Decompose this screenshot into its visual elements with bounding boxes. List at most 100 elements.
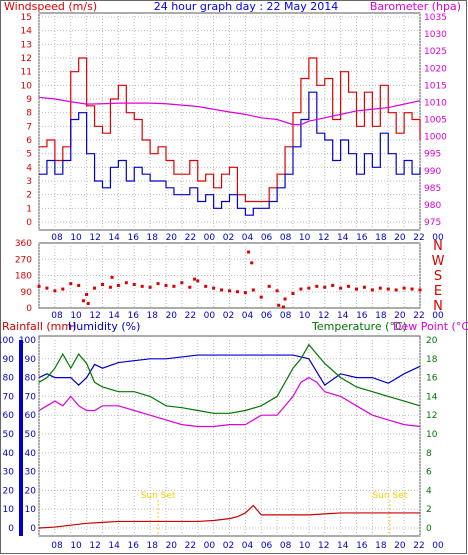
humidity-tick-label: 40	[25, 449, 37, 459]
time-tick-label: 22	[413, 311, 424, 321]
direction-point	[53, 289, 57, 293]
time-tick-label: 12	[89, 311, 100, 321]
temperature-tick-label: 18	[426, 355, 438, 365]
time-tick-label: 12	[318, 233, 329, 243]
direction-point	[267, 284, 271, 288]
time-tick-label: 22	[185, 541, 196, 551]
rainfall-series-line	[38, 504, 420, 529]
direction-point	[228, 289, 231, 293]
time-tick-label: 22	[413, 233, 424, 243]
time-tick-label: 12	[89, 233, 100, 243]
time-tick-label: 06	[261, 233, 273, 243]
direction-point	[277, 303, 281, 307]
barometer-series-line	[38, 96, 421, 126]
direction-point	[355, 287, 358, 291]
humidity-tick-label: 60	[25, 411, 37, 421]
direction-point	[193, 277, 197, 281]
direction-point	[315, 284, 319, 288]
direction-time-axis: 08 10 12 14 16 18 20 22 00 02 04 06 08 10 12 14 16 18 20 22…	[51, 311, 444, 321]
compass-letter: W	[432, 254, 445, 269]
direction-point	[93, 286, 97, 290]
humidity-tick-label: 70	[25, 392, 37, 402]
time-tick-label: 20	[394, 311, 406, 321]
direction-point	[204, 284, 208, 288]
direction-axis: 0 90 180 270 360	[15, 239, 32, 314]
direction-point	[235, 290, 239, 294]
direction-point	[247, 250, 251, 254]
time-tick-label: 16	[127, 233, 139, 243]
humidity-tick-label: 0	[30, 524, 36, 534]
direction-grid	[38, 243, 421, 308]
direction-point	[116, 283, 120, 287]
windspeed-tick-label: 7	[26, 122, 32, 132]
direction-point	[370, 288, 374, 292]
time-tick-label: 10	[70, 233, 82, 243]
time-tick-label: 00	[432, 541, 444, 551]
humidity-series-line	[38, 354, 421, 386]
direction-point	[85, 292, 89, 296]
time-tick-label: 06	[261, 541, 273, 551]
barometer-axis: 975 980 985 990 995 1000 1005 1010 1015 1020 1025 1…	[424, 13, 447, 228]
temperature-tick-label: 6	[426, 468, 432, 478]
windspeed-tick-label: 14	[21, 27, 33, 37]
time-tick-label: 18	[375, 311, 387, 321]
time-tick-label: 04	[242, 233, 254, 243]
time-tick-label: 14	[108, 541, 120, 551]
series-layer	[37, 57, 422, 529]
time-tick-label: 10	[70, 541, 82, 551]
time-tick-label: 08	[51, 541, 63, 551]
direction-point	[331, 283, 335, 287]
time-tick-label: 02	[223, 311, 234, 321]
sunset-label: Sun Set	[141, 491, 176, 501]
time-tick-label: 20	[166, 233, 178, 243]
time-tick-label: 12	[318, 541, 329, 551]
barometer-tick-label: 1010	[424, 98, 447, 108]
direction-point	[275, 289, 279, 293]
temperature-tick-label: 12	[426, 411, 437, 421]
barometer-axis-title: Barometer (hpa)	[370, 0, 461, 13]
humidity-axis: 0 10 20 30 40 50 60 70 80 90 100 0 10 20 30 40 50 60 70 80 9…	[0, 336, 36, 534]
time-tick-label: 16	[127, 311, 139, 321]
gust-series-line	[39, 57, 421, 203]
barometer-tick-label: 985	[424, 184, 441, 194]
temperature-tick-label: 20	[426, 336, 438, 346]
direction-point	[291, 292, 295, 296]
time-tick-label: 18	[375, 233, 387, 243]
windspeed-tick-label: 4	[26, 163, 32, 173]
humidity-tick-label: 50	[25, 430, 37, 440]
time-tick-label: 08	[280, 311, 292, 321]
time-tick-label: 08	[280, 233, 292, 243]
time-tick-label: 00	[432, 311, 444, 321]
time-tick-label: 16	[356, 311, 368, 321]
direction-point	[164, 283, 168, 287]
time-tick-label: 10	[299, 541, 311, 551]
windspeed-tick-label: 9	[26, 95, 32, 105]
time-tick-label: 20	[166, 311, 178, 321]
barometer-tick-label: 1015	[424, 81, 447, 91]
windspeed-axis-title: Windspeed (m/s)	[4, 0, 97, 13]
humidity-tick-label: 30	[25, 468, 37, 478]
time-tick-label: 14	[337, 311, 349, 321]
time-tick-label: 22	[413, 541, 424, 551]
time-tick-label: 16	[127, 541, 139, 551]
temperature-tick-label: 14	[426, 392, 438, 402]
humidity-tick-label: 40	[3, 449, 15, 459]
direction-point	[243, 291, 247, 295]
humidity-tick-label: 60	[3, 411, 15, 421]
time-tick-label: 20	[394, 233, 406, 243]
time-tick-label: 14	[108, 233, 120, 243]
time-tick-label: 10	[299, 233, 311, 243]
time-tick-label: 18	[375, 541, 387, 551]
time-tick-label: 18	[147, 233, 159, 243]
direction-tick-label: 180	[15, 272, 32, 282]
direction-point	[307, 286, 311, 290]
humidity-tick-label: 10	[3, 505, 15, 515]
direction-point	[339, 286, 343, 290]
direction-point	[37, 284, 41, 288]
direction-point	[386, 287, 390, 291]
direction-point	[110, 275, 114, 279]
compass-letter: E	[434, 284, 442, 299]
windspeed-tick-label: 12	[21, 54, 32, 64]
